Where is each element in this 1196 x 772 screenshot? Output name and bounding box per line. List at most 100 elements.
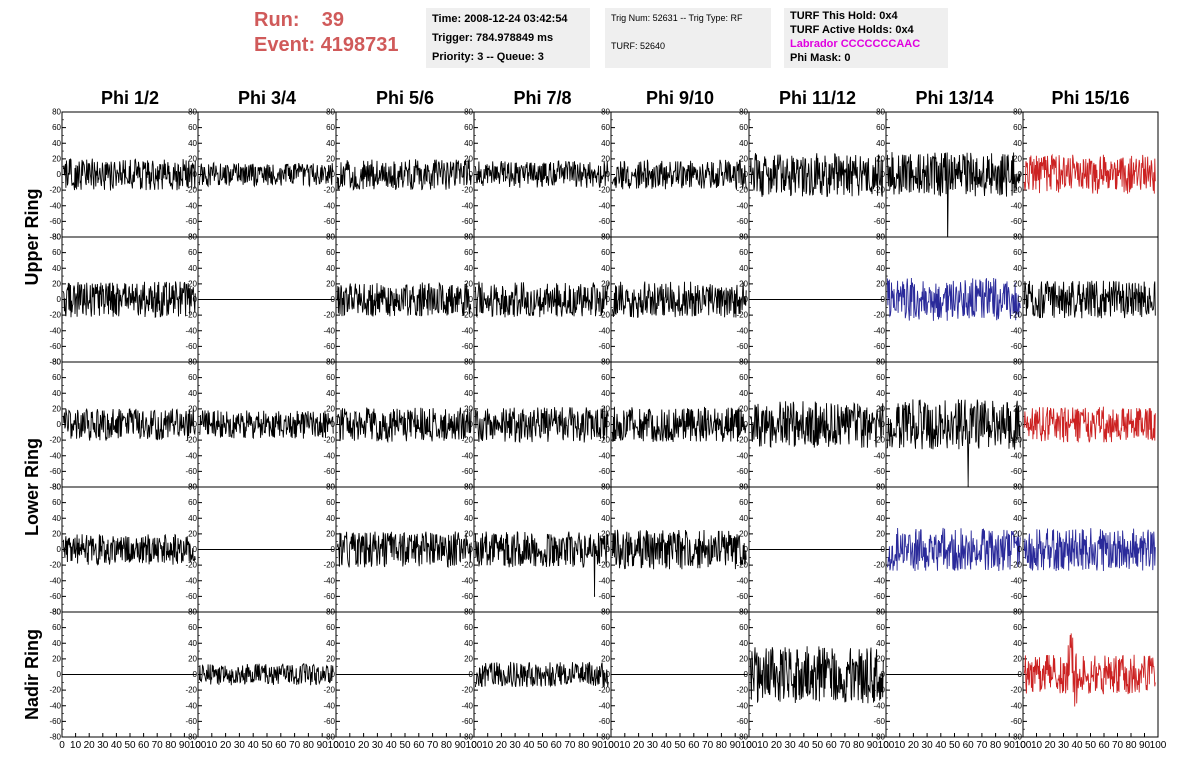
y-tick-label: 0 [469,670,474,679]
y-tick-label: -80 [49,608,61,617]
y-tick-label: 60 [326,373,335,382]
y-tick-label: -60 [49,467,61,476]
run-label: Run: [254,9,300,31]
y-tick-label: 80 [876,483,885,492]
x-tick-label: 0 [746,740,752,751]
y-tick-label: 40 [739,139,748,148]
y-tick-label: -20 [736,561,748,570]
run-value: 39 [321,9,345,31]
column-title: Phi 7/8 [513,88,571,108]
y-tick-label: -60 [1010,467,1022,476]
y-tick-label: -60 [185,467,197,476]
x-tick-label: 10 [206,740,218,751]
y-tick-label: 60 [464,373,473,382]
y-tick-label: 60 [464,623,473,632]
x-tick-label: 20 [496,740,508,751]
y-tick-label: -60 [873,717,885,726]
y-tick-label: -40 [873,201,885,210]
y-tick-label: -40 [873,326,885,335]
y-tick-label: 80 [326,358,335,367]
waveform-trace [749,646,884,704]
y-tick-label: -40 [323,451,335,460]
y-tick-label: -60 [736,467,748,476]
y-tick-label: 40 [326,139,335,148]
y-tick-label: 20 [188,529,197,538]
y-tick-label: -60 [1010,717,1022,726]
y-tick-label: -20 [461,561,473,570]
y-tick-label: -40 [185,326,197,335]
y-tick-label: 0 [193,545,198,554]
y-tick-label: 0 [193,295,198,304]
priority-text: Priority: 3 -- Queue: 3 [432,51,544,63]
ring-label: Lower Ring [22,438,42,536]
y-tick-label: 20 [326,654,335,663]
y-tick-label: -40 [49,701,61,710]
x-tick-label: 90 [179,740,191,751]
y-tick-label: 20 [188,404,197,413]
x-tick-label: 100 [1015,740,1032,751]
y-tick-label: -60 [873,467,885,476]
y-tick-label: 60 [464,123,473,132]
waveform-trace [611,406,747,443]
y-tick-label: 80 [601,358,610,367]
y-tick-label: 20 [464,404,473,413]
y-tick-label: 20 [601,279,610,288]
ring-label: Nadir Ring [22,629,42,720]
y-tick-label: 20 [739,654,748,663]
y-tick-label: 80 [326,108,335,117]
y-tick-label: 40 [601,639,610,648]
y-tick-label: 60 [188,248,197,257]
y-tick-label: 40 [326,264,335,273]
waveform-trace [62,533,196,567]
y-tick-label: -20 [598,186,610,195]
x-tick-label: 80 [441,740,453,751]
x-tick-label: 30 [510,740,522,751]
y-tick-label: 0 [193,670,198,679]
x-tick-label: 90 [317,740,329,751]
y-tick-label: -40 [736,701,748,710]
x-tick-label: 40 [111,740,123,751]
y-tick-label: -20 [1010,436,1022,445]
y-tick-label: -20 [185,436,197,445]
y-tick-label: 40 [1013,264,1022,273]
y-tick-label: -40 [461,576,473,585]
y-tick-label: 20 [876,279,885,288]
y-tick-label: -80 [598,733,610,742]
panel-frame [610,236,750,363]
y-tick-label: 20 [464,529,473,538]
y-tick-label: -60 [1010,217,1022,226]
y-tick-label: 80 [876,358,885,367]
x-tick-label: 40 [935,740,947,751]
y-tick-label: 20 [739,154,748,163]
y-tick-label: 0 [881,420,886,429]
y-tick-label: 40 [876,389,885,398]
column-title: Phi 3/4 [238,88,296,108]
column-title: Phi 5/6 [376,88,434,108]
y-tick-label: -40 [185,576,197,585]
x-tick-label: 30 [922,740,934,751]
y-tick-label: 0 [1018,670,1023,679]
y-tick-label: -20 [598,686,610,695]
y-tick-label: -60 [736,592,748,601]
y-tick-label: 60 [188,373,197,382]
y-tick-label: 20 [52,279,61,288]
x-tick-label: 40 [798,740,810,751]
y-tick-label: -40 [323,701,335,710]
y-tick-label: 20 [876,529,885,538]
y-tick-label: 60 [876,373,885,382]
y-tick-label: -20 [598,436,610,445]
y-tick-label: 0 [57,420,62,429]
y-tick-label: -40 [49,326,61,335]
waveform-trace [749,401,884,448]
y-tick-label: -40 [323,201,335,210]
x-tick-label: 70 [564,740,576,751]
y-tick-label: 40 [326,514,335,523]
x-tick-label: 50 [399,740,411,751]
y-tick-label: 0 [57,545,62,554]
